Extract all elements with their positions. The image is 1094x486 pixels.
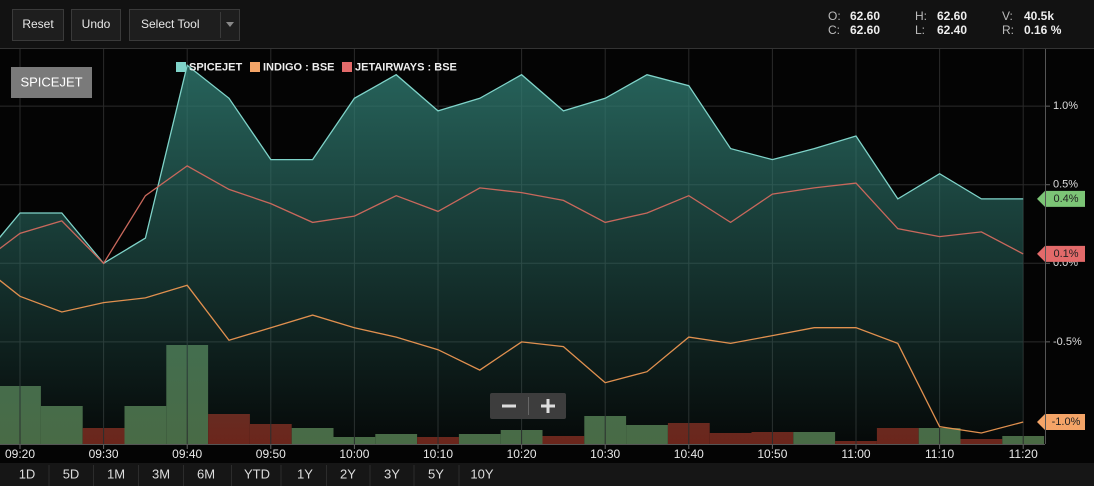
last-value-flag: [1037, 245, 1085, 262]
ohlc-label: R:: [1002, 23, 1014, 37]
toolbar-button[interactable]: [129, 9, 240, 41]
series-line: [0, 64, 1024, 265]
ohlc-value: 0.16 %: [1024, 23, 1062, 37]
x-tick-label: 10:40: [674, 447, 704, 461]
zoom-out[interactable]: [502, 404, 516, 408]
range-button[interactable]: 3Y: [384, 466, 400, 481]
legend-swatch: [342, 62, 352, 72]
ohlc-value: 62.60: [937, 9, 967, 23]
x-tick-label: 11:10: [925, 447, 954, 461]
dropdown-arrow[interactable]: [226, 22, 234, 27]
x-tick-label: 11:00: [841, 447, 870, 461]
y-tick-label: -0.5%: [1053, 336, 1082, 348]
zoom-in-bar: [546, 399, 550, 413]
ohlc-label: O:: [828, 9, 841, 23]
x-tick-label: 09:30: [89, 447, 119, 461]
legend-swatch: [176, 62, 186, 72]
x-tick-label: 10:10: [423, 447, 453, 461]
range-button[interactable]: 5D: [63, 466, 80, 481]
symbol-label: SPICEJET: [20, 74, 82, 89]
x-tick-label: 10:00: [339, 447, 369, 461]
range-button[interactable]: 1D: [19, 466, 36, 481]
x-tick-label: 09:20: [5, 447, 35, 461]
series-line: [0, 279, 1024, 434]
range-button[interactable]: 5Y: [428, 466, 444, 481]
x-tick-label: 10:20: [507, 447, 537, 461]
legend-swatch: [250, 62, 260, 72]
range-button[interactable]: 6M: [197, 466, 215, 481]
x-tick-label: 10:30: [590, 447, 620, 461]
y-tick-label: 0.5%: [1053, 179, 1078, 191]
legend-label[interactable]: SPICEJET: [189, 61, 242, 73]
ohlc-label: C:: [828, 23, 840, 37]
range-button[interactable]: 3M: [152, 466, 170, 481]
last-value-label: -1.0%: [1052, 416, 1081, 428]
ohlc-value: 62.40: [937, 23, 967, 37]
last-value-label: 0.1%: [1053, 248, 1078, 260]
toolbar-button[interactable]: [12, 9, 64, 41]
ohlc-value: 62.60: [850, 9, 880, 23]
ohlc-label: V:: [1002, 9, 1013, 23]
zoom-control: [490, 393, 566, 419]
legend-label[interactable]: INDIGO : BSE: [263, 61, 335, 73]
range-bar: [0, 463, 1094, 486]
toolbar-button-label: Reset: [22, 17, 54, 31]
last-value-label: 0.4%: [1053, 193, 1078, 205]
ohlc-value: 40.5k: [1024, 9, 1054, 23]
x-tick-label: 11:20: [1009, 447, 1038, 461]
last-value-flag: [1037, 190, 1085, 207]
legend-label[interactable]: JETAIRWAYS : BSE: [355, 61, 457, 73]
ohlc-value: 62.60: [850, 23, 880, 37]
range-button[interactable]: 10Y: [470, 466, 493, 481]
last-value-flag: [1037, 414, 1085, 430]
series-line: [0, 165, 1024, 265]
toolbar-button[interactable]: [71, 9, 121, 41]
toolbar-button-label: Undo: [82, 17, 111, 31]
x-tick-label: 10:50: [757, 447, 787, 461]
series-area: [0, 65, 1024, 444]
range-button[interactable]: 1M: [107, 466, 125, 481]
ohlc-label: H:: [915, 9, 927, 23]
toolbar-button-label: Select Tool: [141, 17, 199, 31]
y-tick-label: 1.0%: [1053, 100, 1078, 112]
ohlc-label: L:: [915, 23, 925, 37]
x-tick-label: 09:50: [256, 447, 286, 461]
x-tick-label: 09:40: [172, 447, 202, 461]
range-button[interactable]: 2Y: [340, 466, 356, 481]
range-button[interactable]: 1Y: [297, 466, 313, 481]
range-button[interactable]: YTD: [244, 466, 270, 481]
symbol-box: [11, 67, 92, 98]
